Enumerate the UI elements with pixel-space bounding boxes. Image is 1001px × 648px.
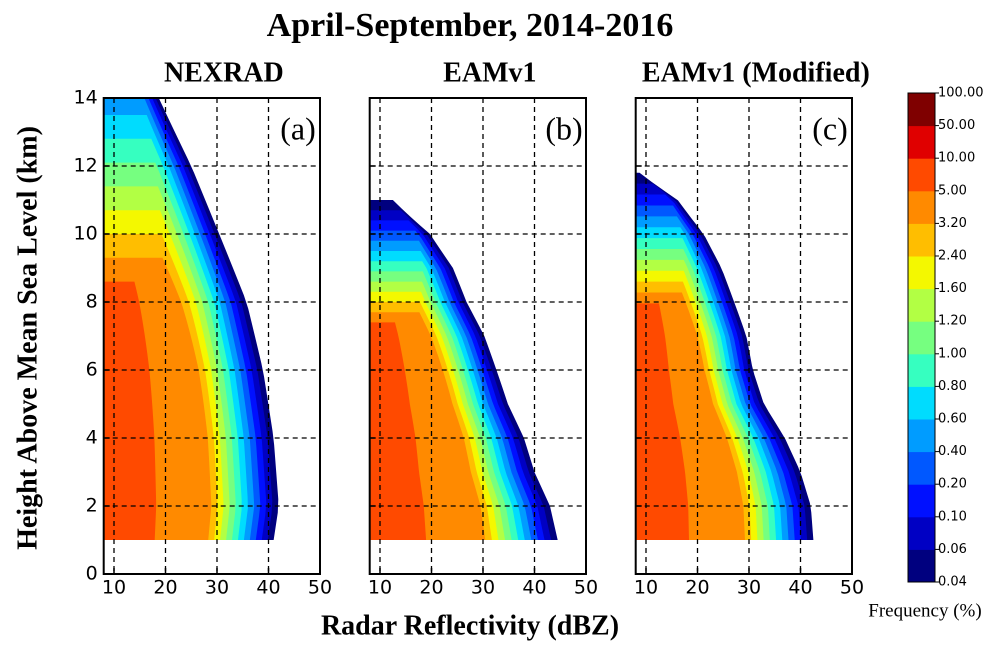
x-tick-label: 20 <box>419 577 443 599</box>
panel-frame <box>368 97 588 575</box>
contour-field <box>635 172 814 541</box>
x-tick-label: 50 <box>574 577 598 599</box>
colorbar-tick-label: 0.20 <box>938 477 967 492</box>
colorbar-tick-label: 0.04 <box>938 575 967 590</box>
colorbar-tick-label: 0.80 <box>938 379 967 394</box>
colorbar-tick-label: 100.00 <box>938 86 984 101</box>
y-tick-label: 6 <box>86 359 98 381</box>
panel-title: EAMv1 (Modified) <box>642 57 870 88</box>
panel-frame <box>634 97 854 575</box>
x-tick-label: 40 <box>522 577 546 599</box>
x-tick-label: 20 <box>153 577 177 599</box>
colorbar-frame <box>907 92 936 583</box>
x-tick-label: 10 <box>102 577 126 599</box>
colorbar-label: Frequency (%) <box>868 600 981 621</box>
colorbar-band <box>908 353 935 387</box>
x-tick-label: 30 <box>737 577 761 599</box>
x-tick-label: 30 <box>205 577 229 599</box>
colorbar-tick-label: 0.40 <box>938 444 967 459</box>
panel-label: (b) <box>545 110 582 146</box>
colorbar-tick-label: 3.20 <box>938 216 967 231</box>
x-tick-label: 30 <box>471 577 495 599</box>
colorbar-band <box>908 516 935 550</box>
colorbar-band <box>908 256 935 290</box>
y-tick-label: 4 <box>86 427 98 449</box>
colorbar-band <box>908 321 935 355</box>
colorbar-tick-label: 1.00 <box>938 346 967 361</box>
colorbar-band <box>908 93 935 127</box>
colorbar-tick-label: 0.06 <box>938 542 967 557</box>
colorbar-band <box>908 451 935 485</box>
colorbar-tick-label: 5.00 <box>938 183 967 198</box>
y-tick-label: 0 <box>86 563 98 585</box>
colorbar-band <box>908 125 935 159</box>
contour-field <box>103 98 279 541</box>
colorbar-band <box>908 288 935 322</box>
colorbar-tick-label: 0.60 <box>938 412 967 427</box>
colorbar-tick-label: 2.40 <box>938 249 967 264</box>
colorbar-tick-label: 0.10 <box>938 509 967 524</box>
colorbar-tick-label: 1.20 <box>938 314 967 329</box>
colorbar-band <box>908 190 935 224</box>
x-tick-label: 50 <box>308 577 332 599</box>
y-tick-label: 10 <box>74 223 98 245</box>
x-tick-label: 40 <box>788 577 812 599</box>
y-axis-label: Height Above Mean Sea Level (km) <box>12 126 43 550</box>
contour-fill <box>369 322 427 540</box>
y-tick-label: 14 <box>74 87 98 109</box>
panel-label: (c) <box>812 110 848 146</box>
panel-title: NEXRAD <box>164 57 284 88</box>
colorbar-band <box>908 223 935 257</box>
colorbar-band <box>908 158 935 192</box>
panel-title: EAMv1 <box>443 57 536 88</box>
x-tick-label: 10 <box>368 577 392 599</box>
colorbar-band <box>908 419 935 453</box>
y-tick-label: 12 <box>74 155 98 177</box>
colorbar-tick-label: 10.00 <box>938 151 975 166</box>
x-axis-label: Radar Reflectivity (dBZ) <box>321 610 619 641</box>
x-tick-label: 20 <box>685 577 709 599</box>
colorbar-band <box>908 386 935 420</box>
colorbar-tick-label: 1.60 <box>938 281 967 296</box>
panel-frame <box>102 97 321 575</box>
x-tick-label: 10 <box>634 577 658 599</box>
y-tick-label: 8 <box>86 291 98 313</box>
colorbar-band <box>908 484 935 518</box>
y-tick-label: 2 <box>86 495 98 517</box>
contour-fill <box>103 281 157 540</box>
contour-field <box>369 200 558 541</box>
figure-title: April-September, 2014-2016 <box>267 7 674 44</box>
panel-label: (a) <box>280 110 316 146</box>
x-tick-label: 40 <box>256 577 280 599</box>
colorbar-band <box>908 549 935 583</box>
contour-fill <box>635 303 690 540</box>
x-tick-label: 50 <box>840 577 864 599</box>
colorbar-tick-label: 50.00 <box>938 118 975 133</box>
